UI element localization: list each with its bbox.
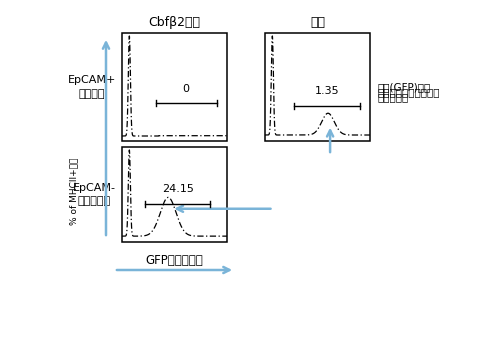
Text: EpCAM-
未成熟細脹: EpCAM- 未成熟細脹 <box>73 183 116 206</box>
Text: された細脹: された細脹 <box>378 92 409 102</box>
Text: 0: 0 <box>182 84 190 94</box>
Text: Cbfβ2欠損: Cbfβ2欠損 <box>148 16 201 29</box>
Text: 1.35: 1.35 <box>314 86 340 96</box>
Bar <box>122 33 227 141</box>
Text: % of MHCII+細脹: % of MHCII+細脹 <box>70 158 78 225</box>
Text: 正常: 正常 <box>310 16 325 29</box>
Text: EpCAM+
成熟細脹: EpCAM+ 成熟細脹 <box>68 75 116 99</box>
Bar <box>265 33 370 141</box>
Text: （胎児期前駆体由来）: （胎児期前駆体由来） <box>378 87 440 98</box>
Text: GFPの荧光強度: GFPの荧光強度 <box>146 253 204 267</box>
Text: 荧光(GFP)標識: 荧光(GFP)標識 <box>378 83 431 92</box>
Text: 24.15: 24.15 <box>162 184 194 194</box>
Bar <box>122 147 227 242</box>
